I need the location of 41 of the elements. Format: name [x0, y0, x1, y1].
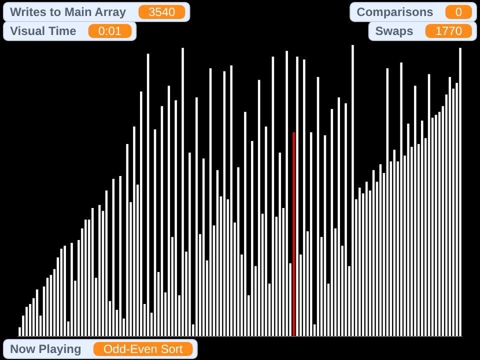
bar: [26, 306, 28, 336]
text: Now Playing: [10, 342, 82, 356]
bar: [140, 92, 142, 336]
bar: [352, 45, 354, 336]
text: Swaps: [375, 24, 414, 38]
bar: [292, 132, 295, 336]
bar: [251, 141, 254, 336]
bar: [64, 246, 66, 336]
bar: [188, 152, 191, 336]
bar: [407, 124, 410, 336]
bar: [174, 100, 177, 336]
bar: [126, 144, 128, 336]
bar: [133, 126, 136, 336]
bar: [400, 62, 402, 336]
bar: [414, 86, 416, 336]
bar: [286, 50, 288, 336]
text: Visual Time: [10, 24, 77, 38]
bar: [60, 248, 62, 336]
bar: [182, 48, 184, 336]
bar: [448, 77, 451, 336]
text: Comparisons: [356, 5, 434, 19]
bar: [237, 167, 240, 336]
text: Writes to Main Array: [10, 5, 126, 19]
bar: [119, 176, 122, 336]
bar: [338, 97, 340, 336]
bar: [358, 188, 361, 336]
bar: [296, 56, 298, 336]
bar: [70, 242, 73, 336]
bar: [459, 48, 462, 336]
bar: [84, 220, 87, 336]
bar: [344, 103, 347, 336]
text: 3540: [148, 5, 176, 19]
text: 0: [455, 5, 462, 19]
bar: [196, 97, 198, 336]
text: 0:01: [98, 24, 122, 38]
bar: [244, 112, 246, 336]
bar: [393, 150, 396, 336]
text: 1770: [435, 24, 462, 38]
bar: [230, 65, 232, 336]
bar: [303, 60, 306, 336]
text: Odd-Even Sort: [103, 342, 184, 356]
